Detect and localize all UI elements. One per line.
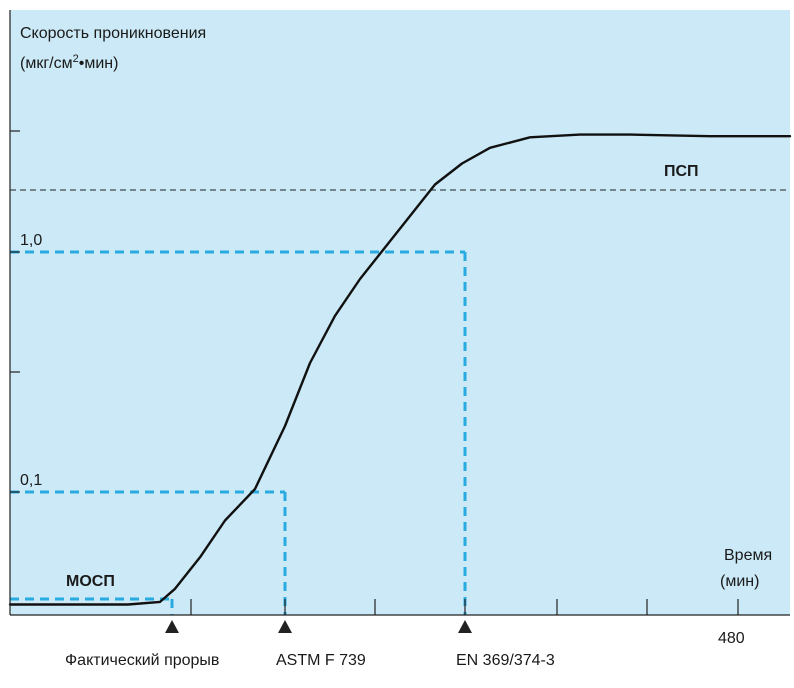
x-tick-label-480: 480 — [718, 630, 745, 647]
marker-label: Фактический прорыв — [65, 652, 219, 669]
permeation-curve — [8, 133, 792, 606]
y-axis-title-line2: (мкг/см2•мин) — [20, 53, 118, 72]
marker-triangle-icon — [278, 620, 292, 633]
y-tick-label-0-1: 0,1 — [20, 472, 42, 489]
mdsp-label: МОСП — [66, 573, 115, 590]
marker-label: ASTM F 739 — [276, 652, 366, 669]
y-axis-unit-prefix: (мкг/см — [20, 55, 73, 72]
y-tick-label-1-0: 1,0 — [20, 232, 42, 249]
y-axis-unit-suffix: •мин) — [79, 55, 119, 72]
guide-lines — [10, 250, 467, 615]
plot-panel — [10, 10, 790, 615]
x-axis-title-line2: (мин) — [720, 573, 759, 590]
y-axis-title-line1: Скорость проникновения — [20, 25, 206, 42]
marker-triangle-icon — [165, 620, 179, 633]
y-axis-unit-superscript: 2 — [73, 53, 79, 65]
y-axis-ticks — [10, 130, 20, 493]
marker-label: EN 369/374-3 — [456, 652, 555, 669]
marker-triangle-icon — [458, 620, 472, 633]
x-axis-ticks — [190, 599, 739, 615]
ssp-label: ПСП — [664, 163, 699, 180]
x-axis-title-line1: Время — [724, 547, 772, 564]
breakthrough-markers: Фактический прорыв ASTM F 739 EN 369/374-3 — [65, 620, 555, 669]
